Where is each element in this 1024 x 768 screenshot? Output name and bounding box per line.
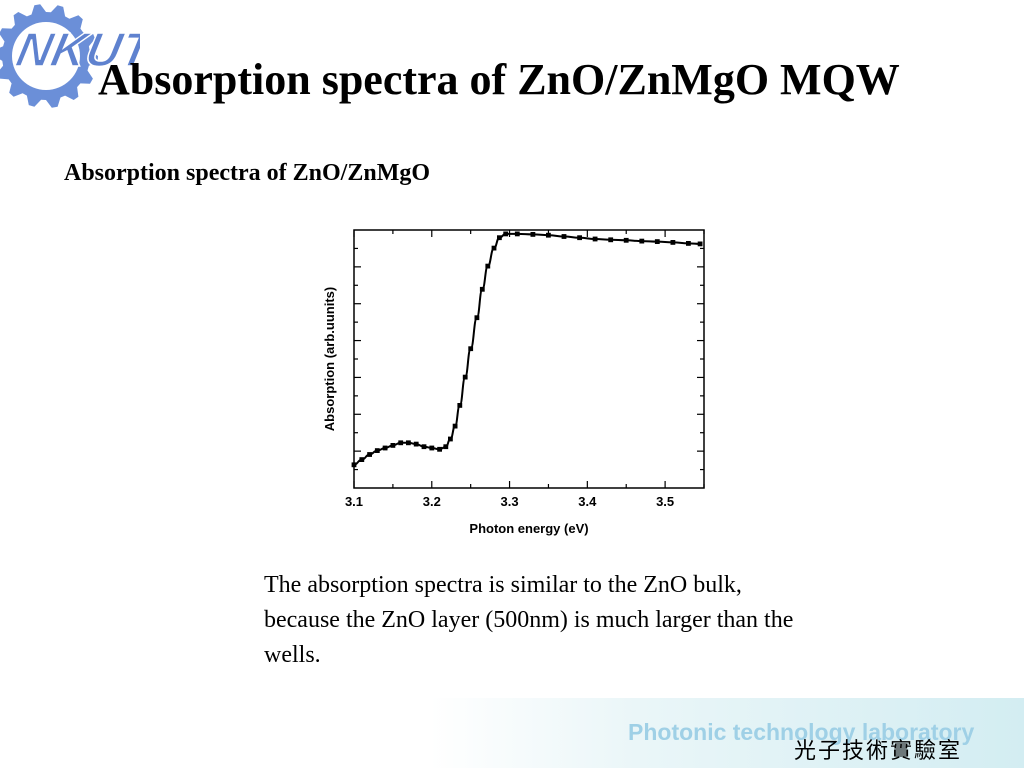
data-point-marker bbox=[514, 231, 520, 237]
data-point-marker bbox=[421, 444, 427, 450]
data-point-marker bbox=[429, 445, 435, 451]
data-point-marker bbox=[561, 234, 567, 239]
slide-title: Absorption spectra of ZnO/ZnMgO MQW bbox=[98, 55, 900, 104]
data-point-marker bbox=[398, 440, 404, 446]
data-point-marker bbox=[546, 232, 551, 238]
data-point-marker bbox=[367, 452, 372, 457]
data-point-marker bbox=[697, 241, 703, 247]
data-point-marker bbox=[448, 436, 453, 442]
data-point-marker bbox=[443, 444, 449, 450]
slide-subtitle: Absorption spectra of ZnO/ZnMgO bbox=[64, 160, 431, 186]
x-tick-label: 3.5 bbox=[656, 494, 674, 509]
footer-lab-name-chinese: 光子技術實驗室 bbox=[794, 739, 963, 764]
x-tick-label: 3.1 bbox=[345, 494, 363, 509]
data-point-marker bbox=[608, 237, 614, 243]
gear-logo-icon bbox=[0, 4, 98, 108]
data-point-marker bbox=[654, 239, 660, 244]
data-point-marker bbox=[592, 236, 598, 242]
data-point-marker bbox=[485, 263, 491, 269]
data-point-marker bbox=[491, 245, 497, 251]
data-point-marker bbox=[413, 441, 419, 447]
data-point-marker bbox=[406, 440, 411, 446]
x-tick-label: 3.3 bbox=[501, 494, 519, 509]
data-point-marker bbox=[639, 238, 645, 244]
data-point-marker bbox=[474, 315, 480, 321]
data-point-marker bbox=[670, 240, 676, 245]
nkut-logo: NKUT bbox=[0, 4, 140, 108]
data-point-marker bbox=[457, 403, 463, 408]
x-axis-label: Photon energy (eV) bbox=[469, 521, 588, 536]
data-point-marker bbox=[351, 462, 357, 468]
data-point-marker bbox=[382, 445, 388, 451]
absorption-series-markers bbox=[351, 231, 703, 468]
data-point-marker bbox=[359, 457, 365, 462]
data-point-marker bbox=[374, 448, 380, 453]
data-point-marker bbox=[497, 235, 502, 241]
x-tick-label: 3.4 bbox=[578, 494, 597, 509]
data-point-marker bbox=[452, 423, 458, 429]
data-point-marker bbox=[503, 231, 509, 237]
logo-text: NKUT bbox=[12, 23, 140, 76]
data-point-marker bbox=[577, 235, 582, 241]
data-point-marker bbox=[686, 241, 691, 246]
data-point-marker bbox=[530, 232, 536, 237]
x-tick-labels: 3.1 3.2 3.3 3.4 3.5 bbox=[345, 494, 674, 509]
footer-lab-name-english: Photonic technology laboratory bbox=[628, 719, 975, 745]
absorption-series-line bbox=[353, 232, 701, 466]
data-point-marker bbox=[462, 374, 468, 380]
footer-band bbox=[430, 698, 1024, 768]
data-point-marker bbox=[479, 286, 485, 292]
absorption-chart: 3.1 3.2 3.3 3.4 3.5 Photon energy (eV) Absor… bbox=[322, 229, 705, 536]
data-point-marker bbox=[437, 446, 442, 452]
description-text: The absorption spectra is similar to the… bbox=[264, 572, 794, 668]
data-point-marker bbox=[468, 346, 474, 352]
plot-frame bbox=[353, 229, 705, 489]
data-point-marker bbox=[623, 237, 629, 243]
gear-hub bbox=[12, 22, 80, 90]
axis-ticks bbox=[353, 230, 705, 488]
data-point-marker bbox=[390, 443, 396, 448]
y-axis-label: Absorption (arb.uunits) bbox=[322, 287, 337, 431]
x-tick-label: 3.2 bbox=[423, 494, 441, 509]
